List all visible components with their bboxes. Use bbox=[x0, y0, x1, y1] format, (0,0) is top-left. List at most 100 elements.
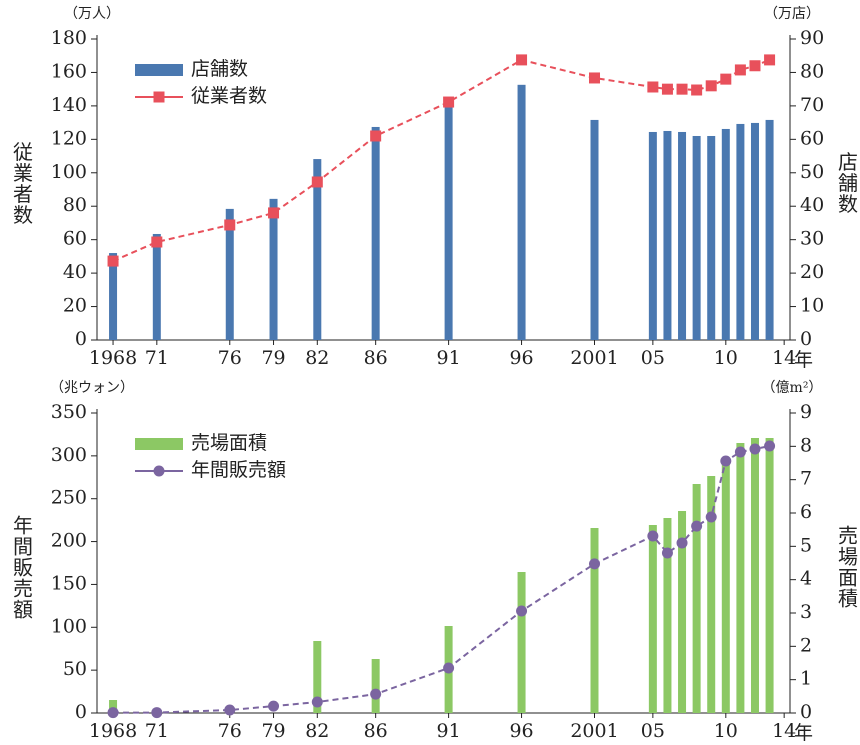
y-tick-label: 200 bbox=[51, 530, 87, 552]
bar bbox=[517, 572, 526, 713]
x-tick-label: 2001 bbox=[570, 347, 618, 369]
x-tick-label: 96 bbox=[509, 347, 533, 369]
marker bbox=[370, 688, 382, 700]
legend-marker bbox=[153, 465, 165, 477]
marker bbox=[661, 547, 673, 559]
marker bbox=[516, 54, 528, 66]
x-tick-label: 91 bbox=[437, 347, 461, 369]
y-tick-label: 180 bbox=[51, 27, 87, 49]
marker bbox=[764, 54, 776, 66]
y-tick-label: 80 bbox=[63, 194, 87, 216]
y-tick-label: 160 bbox=[51, 60, 87, 82]
y2-tick-label: 3 bbox=[800, 601, 812, 623]
x-tick-label: 76 bbox=[218, 720, 242, 742]
bar bbox=[721, 462, 730, 713]
marker bbox=[749, 60, 761, 72]
y2-tick-label: 40 bbox=[800, 194, 824, 216]
y2-tick-label: 9 bbox=[800, 401, 812, 423]
bar bbox=[721, 128, 730, 340]
bar bbox=[517, 84, 526, 341]
x-tick-label: 71 bbox=[145, 720, 169, 742]
bar bbox=[313, 641, 322, 713]
y2-unit: （億m²） bbox=[762, 380, 823, 396]
x-tick-label: 79 bbox=[261, 720, 285, 742]
x-tick-label: 76 bbox=[218, 347, 242, 369]
x-tick-label: 82 bbox=[305, 720, 329, 742]
marker bbox=[589, 558, 601, 570]
x-tick-label: 1968 bbox=[89, 720, 137, 742]
marker bbox=[151, 236, 163, 248]
bar bbox=[765, 438, 774, 713]
legend-label: 売場面積 bbox=[191, 432, 267, 454]
marker bbox=[268, 207, 280, 219]
y2-tick-label: 6 bbox=[800, 501, 812, 523]
marker bbox=[224, 219, 236, 231]
bar bbox=[444, 103, 453, 340]
y-tick-label: 300 bbox=[51, 444, 87, 466]
x-tick-label: 10 bbox=[714, 720, 738, 742]
marker bbox=[734, 64, 746, 76]
y2-tick-label: 0 bbox=[800, 328, 812, 350]
marker bbox=[734, 446, 746, 458]
x-tick-label: 86 bbox=[364, 720, 388, 742]
marker bbox=[516, 605, 528, 617]
bar bbox=[692, 135, 701, 340]
y-tick-label: 120 bbox=[51, 127, 87, 149]
marker bbox=[107, 707, 119, 719]
marker bbox=[691, 520, 703, 532]
bar bbox=[707, 476, 716, 713]
marker bbox=[705, 80, 717, 92]
marker bbox=[749, 443, 761, 455]
y2-tick-label: 5 bbox=[800, 534, 812, 556]
bar bbox=[765, 119, 774, 341]
bar bbox=[663, 518, 672, 713]
x-tick-label: 14 bbox=[772, 720, 796, 742]
x-tick-label: 14 bbox=[772, 347, 796, 369]
bar bbox=[109, 700, 118, 713]
marker bbox=[268, 700, 280, 712]
y-tick-label: 140 bbox=[51, 94, 87, 116]
bar bbox=[590, 119, 599, 341]
marker bbox=[676, 537, 688, 549]
bar bbox=[648, 525, 657, 713]
marker bbox=[691, 84, 703, 96]
x-unit: 年 bbox=[794, 722, 813, 744]
bar bbox=[225, 208, 234, 340]
y2-tick-label: 7 bbox=[800, 468, 812, 490]
legend-marker bbox=[153, 91, 165, 103]
bar bbox=[313, 159, 322, 340]
y2-tick-label: 10 bbox=[800, 295, 824, 317]
y2-tick-label: 50 bbox=[800, 161, 824, 183]
y2-tick-label: 70 bbox=[800, 94, 824, 116]
y2-tick-label: 8 bbox=[800, 434, 812, 456]
marker bbox=[589, 72, 601, 84]
y2-unit: （万店） bbox=[764, 6, 820, 22]
marker bbox=[443, 96, 455, 108]
bar bbox=[750, 438, 759, 713]
y2-tick-label: 20 bbox=[800, 261, 824, 283]
marker bbox=[705, 511, 717, 523]
y-tick-label: 150 bbox=[51, 572, 87, 594]
y-tick-label: 350 bbox=[51, 401, 87, 423]
y-tick-label: 50 bbox=[63, 658, 87, 680]
marker bbox=[311, 176, 323, 188]
y-tick-label: 0 bbox=[75, 701, 87, 723]
x-unit: 年 bbox=[794, 349, 813, 371]
y2-tick-label: 0 bbox=[800, 701, 812, 723]
y-unit: （万人） bbox=[64, 6, 120, 22]
legend-label: 従業者数 bbox=[191, 85, 267, 107]
legend-label: 店舗数 bbox=[191, 58, 248, 80]
marker bbox=[720, 455, 732, 467]
y-tick-label: 40 bbox=[63, 261, 87, 283]
x-tick-label: 05 bbox=[641, 720, 665, 742]
marker bbox=[151, 707, 163, 719]
marker bbox=[370, 130, 382, 142]
bar bbox=[152, 233, 161, 340]
x-tick-label: 2001 bbox=[570, 720, 618, 742]
bar bbox=[269, 198, 278, 340]
x-tick-label: 05 bbox=[641, 347, 665, 369]
y2-tick-label: 4 bbox=[800, 568, 812, 590]
x-tick-label: 96 bbox=[509, 720, 533, 742]
